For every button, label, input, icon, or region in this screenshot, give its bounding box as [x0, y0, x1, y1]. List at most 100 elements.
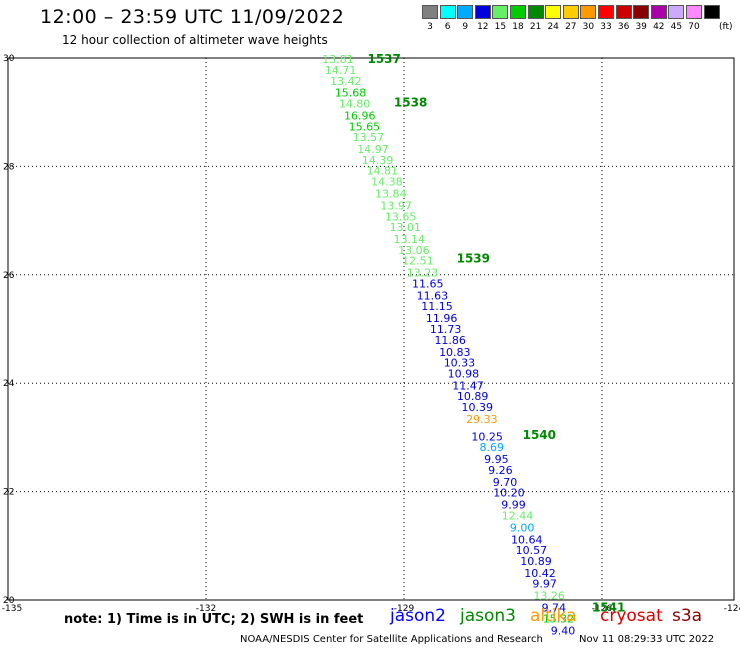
legend-label: 33 [600, 22, 612, 32]
swh-value-label: 13.23 [407, 267, 439, 280]
legend-label: 9 [462, 22, 469, 32]
swh-value-label: 13.01 [390, 221, 422, 234]
mission-label: s3a [672, 606, 703, 626]
swh-value-label: 13.57 [353, 131, 385, 144]
swh-value-label: 10.64 [511, 533, 543, 546]
swh-value-label: 9.97 [532, 578, 557, 591]
swh-value-label: 11.65 [412, 277, 444, 290]
swh-value-label: 10.42 [524, 567, 556, 580]
swh-value-label: 14.97 [357, 143, 389, 156]
chart-subtitle: 12 hour collection of altimeter wave hei… [62, 33, 328, 47]
legend-label: 45 [670, 22, 683, 32]
y-tick-label: 26 [3, 271, 15, 281]
legend-swatch [598, 5, 614, 19]
generated-timestamp: Nov 11 08:29:33 UTC 2022 [579, 634, 715, 645]
legend-label: 6 [444, 22, 451, 32]
swh-value-label: 12.44 [502, 509, 534, 522]
swh-value-label: 11.47 [452, 379, 484, 392]
swh-value-label: 10.33 [444, 357, 476, 370]
swh-value-label: 9.40 [551, 624, 576, 637]
legend-swatch [562, 5, 579, 19]
chart-title: 12:00 – 23:59 UTC 11/09/2022 [40, 6, 345, 28]
swh-value-label: 9.99 [501, 499, 526, 512]
swh-value-label: 11.96 [426, 312, 458, 325]
swh-value-label: 14.39 [362, 154, 394, 167]
swh-value-label: 11.73 [430, 323, 462, 336]
legend-swatch [510, 5, 526, 19]
swh-value-label: 11.86 [434, 334, 466, 347]
swh-value-label: 13.14 [394, 233, 426, 246]
swh-value-label: 9.26 [488, 464, 513, 477]
x-tick-label: -124 [724, 604, 740, 614]
swh-value-label: 10.20 [493, 487, 525, 500]
swh-value-label: 10.89 [520, 555, 552, 568]
swh-value-label: 14.38 [371, 176, 403, 189]
swh-value-label: 10.25 [471, 430, 503, 443]
legend-label: 39 [635, 22, 647, 32]
swh-value-label: 15.65 [349, 120, 381, 133]
note-text: note: 1) Time is in UTC; 2) SWH is in fe… [64, 612, 364, 627]
swh-value-label: 11.63 [417, 289, 449, 302]
legend-label: 42 [653, 22, 665, 32]
y-tick-label: 24 [3, 379, 15, 389]
legend-swatch [527, 5, 544, 19]
legend-swatch [703, 5, 720, 19]
swh-value-label: 29.33 [466, 413, 498, 426]
swh-value-label: 13.81 [322, 53, 354, 66]
legend-swatch [474, 5, 491, 19]
y-tick-label: 30 [3, 54, 15, 64]
x-tick-label: -129 [394, 604, 415, 614]
credit-text: NOAA/NESDIS Center for Satellite Applica… [240, 634, 543, 645]
legend-label: 24 [547, 22, 559, 32]
legend-swatch [457, 5, 474, 19]
y-tick-label: 28 [3, 162, 15, 172]
legend-swatch [492, 5, 509, 19]
mission-label: cryosat [600, 606, 663, 626]
swh-value-label: 8.69 [480, 441, 505, 454]
plot-frame [7, 57, 735, 601]
swh-value-label: 10.39 [462, 401, 494, 414]
legend-swatch [686, 5, 702, 19]
legend-label: 27 [565, 22, 577, 32]
swh-value-label: 15.68 [335, 87, 367, 100]
x-tick-label: -126 [592, 604, 613, 614]
swh-value-label: 11.15 [421, 300, 453, 313]
pass-time-label: 1541 [592, 601, 625, 615]
swh-value-label: 14.81 [366, 165, 398, 178]
swh-value-label: 13.65 [385, 210, 417, 223]
legend-label: 30 [582, 22, 595, 32]
legend-label: 21 [529, 22, 542, 32]
y-tick-label: 20 [3, 596, 15, 606]
swh-value-label: 9.95 [484, 453, 509, 466]
legend-swatch [633, 5, 650, 19]
legend-swatch [650, 5, 667, 19]
legend-label: 18 [512, 22, 524, 32]
legend-swatch [422, 5, 438, 19]
swh-value-label: 12.51 [402, 255, 434, 268]
legend-label: 3 [427, 22, 433, 32]
swh-value-label: 13.26 [533, 590, 565, 603]
swh-value-label: 13.06 [398, 244, 430, 257]
x-tick-label: -135 [2, 604, 22, 614]
swh-value-label: 14.80 [339, 98, 371, 111]
legend-label: 36 [617, 22, 630, 32]
mission-label: jason2 [390, 606, 446, 626]
swh-value-label: 14.71 [325, 64, 357, 77]
legend-swatch [615, 5, 632, 19]
swh-value-label: 16.96 [344, 109, 376, 122]
legend-swatch [439, 5, 456, 19]
legend-label: 70 [688, 22, 700, 32]
mission-label: altika [530, 606, 577, 626]
swh-value-label: 13.84 [375, 188, 407, 201]
legend-label: 15 [494, 22, 507, 32]
swh-value-label: 10.89 [457, 390, 489, 403]
legend-swatch [545, 5, 562, 19]
mission-label: jason3 [460, 606, 516, 626]
x-tick-label: -132 [196, 604, 216, 614]
pass-time-label: 1538 [394, 95, 427, 109]
swh-value-label: 10.98 [448, 367, 480, 380]
swh-value-label: 13.42 [330, 75, 362, 88]
swh-value-label: 9.74 [542, 602, 567, 615]
swh-value-label: 9.00 [510, 521, 535, 534]
